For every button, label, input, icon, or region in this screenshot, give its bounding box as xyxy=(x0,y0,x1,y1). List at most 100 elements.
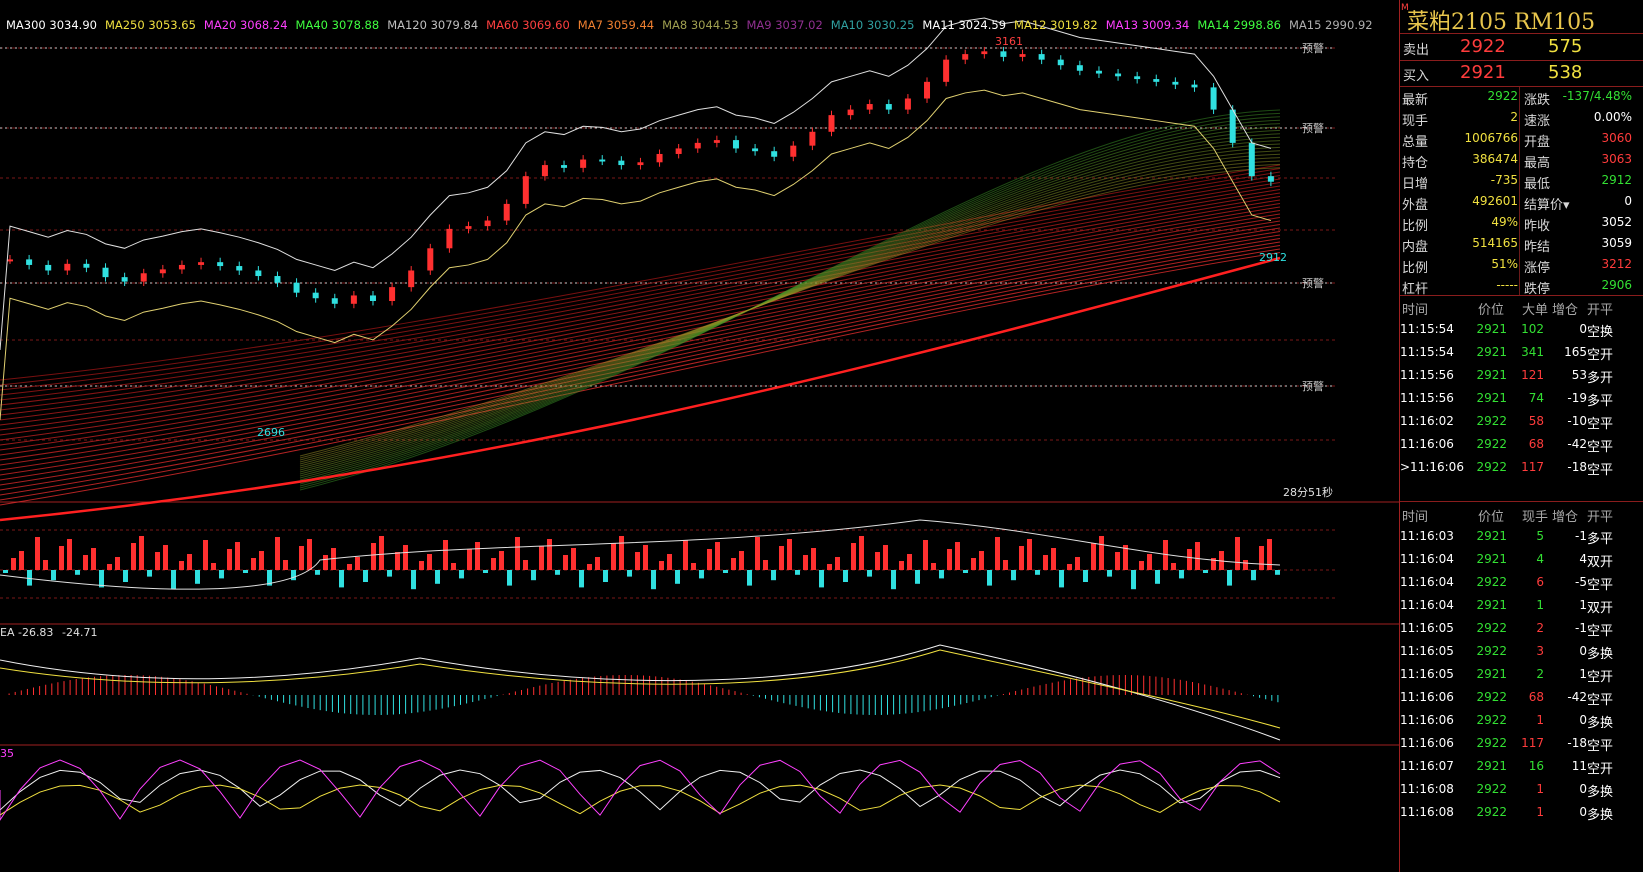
sell-order-row[interactable]: 卖出 2922 575 xyxy=(1400,36,1642,60)
volume-bar xyxy=(155,552,160,570)
low-price-label: 2696 xyxy=(257,426,285,439)
ma-legend-item: MA8 3044.53 xyxy=(662,18,739,32)
volume-bar xyxy=(1243,560,1248,570)
big-trade-row[interactable]: 11:15:56 2921 121 53 多开 xyxy=(1400,365,1643,388)
big-trade-row[interactable]: >11:16:06 2922 117 -18 空平 xyxy=(1400,457,1643,480)
quote-value: 1006766 xyxy=(1464,131,1518,145)
tick-oi-change: 0 xyxy=(1579,782,1587,796)
volume-bar xyxy=(459,570,464,579)
big-trade-oi-change: 165 xyxy=(1564,345,1587,359)
tick-time: 11:16:05 xyxy=(1400,667,1454,681)
tick-row[interactable]: 11:16:05 2922 2 -1 空平 xyxy=(1400,618,1643,641)
volume-bar xyxy=(875,552,880,570)
tick-row[interactable]: 11:16:05 2922 3 0 多换 xyxy=(1400,641,1643,664)
last-low-label: 2912 xyxy=(1259,251,1287,264)
macd-label: EA -26.83 xyxy=(0,626,53,639)
big-trade-volume: 58 xyxy=(1528,414,1544,428)
symbol-title[interactable]: 菜粕2105 RM105 xyxy=(1407,10,1596,35)
candle-body xyxy=(465,226,472,229)
tick-row[interactable]: 11:16:04 2922 6 -5 空平 xyxy=(1400,572,1643,595)
tick-row[interactable]: 11:16:06 2922 68 -42 空平 xyxy=(1400,687,1643,710)
quote-label: 开盘 xyxy=(1524,135,1551,150)
warning-label: 预警 xyxy=(1302,41,1324,55)
big-trade-type: 空平 xyxy=(1587,440,1614,455)
volume-bar xyxy=(315,570,320,575)
tick-price: 2922 xyxy=(1476,690,1507,704)
divider xyxy=(1400,60,1643,61)
quote-row: 最新 2922 涨跌 -137/4.48% xyxy=(1400,88,1642,110)
candle-body xyxy=(599,159,606,162)
volume-bar xyxy=(595,557,600,570)
tick-price: 2922 xyxy=(1476,644,1507,658)
candle-body xyxy=(7,259,13,262)
big-trade-row[interactable]: 11:15:54 2921 102 0 空换 xyxy=(1400,319,1643,342)
volume-bar xyxy=(419,561,424,570)
big-trade-header-time: 时间 xyxy=(1402,303,1429,318)
tick-price: 2921 xyxy=(1476,552,1507,566)
ma-fan-line xyxy=(299,146,1281,469)
big-trade-time: 11:16:02 xyxy=(1400,414,1454,428)
tick-type: 空平 xyxy=(1587,739,1614,754)
quote-value: 386474 xyxy=(1472,152,1518,166)
candle-body xyxy=(312,292,319,299)
tick-row[interactable]: 11:16:04 2921 4 4 双开 xyxy=(1400,549,1643,572)
volume-bar xyxy=(1147,554,1152,570)
candle-body xyxy=(389,287,396,302)
candle-body xyxy=(121,277,128,282)
ma-fan-line xyxy=(299,157,1281,463)
tick-time: 11:16:06 xyxy=(1400,713,1454,727)
buy-volume: 538 xyxy=(1548,62,1583,83)
quote-value: 0.00% xyxy=(1593,110,1632,124)
volume-bar xyxy=(1115,552,1120,570)
candle-body xyxy=(1019,54,1026,57)
tick-row[interactable]: 11:16:08 2922 1 0 多换 xyxy=(1400,779,1643,802)
candle-body xyxy=(904,98,911,110)
candle-body xyxy=(1191,84,1198,88)
tick-type: 多换 xyxy=(1587,647,1614,662)
tick-row[interactable]: 11:16:05 2921 2 1 空开 xyxy=(1400,664,1643,687)
volume-bar xyxy=(515,537,520,570)
ma-fan-line xyxy=(0,248,1281,501)
volume-bar xyxy=(467,549,472,570)
tick-row[interactable]: 11:16:06 2922 1 0 多换 xyxy=(1400,710,1643,733)
tick-oi-change: 11 xyxy=(1571,759,1587,773)
tick-row[interactable]: 11:16:06 2922 117 -18 空平 xyxy=(1400,733,1643,756)
big-trade-row[interactable]: 11:15:56 2921 74 -19 多平 xyxy=(1400,388,1643,411)
ma-fan-line xyxy=(299,150,1281,467)
kline-chart-area[interactable]: 预警 预警 预警 预警 3161 2696 2912 28分51秒 EA -26.83 -24.7… xyxy=(0,0,1399,872)
big-trade-row[interactable]: 11:15:54 2921 341 165 空开 xyxy=(1400,342,1643,365)
volume-bar xyxy=(475,542,480,570)
tick-type: 多换 xyxy=(1587,785,1614,800)
volume-bar xyxy=(27,570,32,586)
tick-row[interactable]: 11:16:04 2921 1 1 双开 xyxy=(1400,595,1643,618)
buy-order-row[interactable]: 买入 2921 538 xyxy=(1400,62,1642,86)
quote-row: 总量 1006766 开盘 3060 xyxy=(1400,130,1642,152)
candle-body xyxy=(1076,65,1083,71)
volume-bar xyxy=(643,545,648,570)
big-trade-oi-change: -18 xyxy=(1567,460,1587,474)
tick-row[interactable]: 11:16:08 2922 1 0 多换 xyxy=(1400,802,1643,825)
volume-bar xyxy=(571,548,576,570)
macd-value: -24.71 xyxy=(62,626,97,639)
quote-value: 2912 xyxy=(1601,173,1632,187)
big-trade-row[interactable]: 11:16:02 2922 58 -10 空平 xyxy=(1400,411,1643,434)
candle-body xyxy=(1172,81,1179,85)
quote-label: 比例 xyxy=(1402,261,1429,276)
big-trade-time: >11:16:06 xyxy=(1400,460,1464,474)
volume-bar xyxy=(739,551,744,570)
quote-label: 内盘 xyxy=(1402,240,1429,255)
volume-bar xyxy=(443,540,448,570)
tick-time: 11:16:08 xyxy=(1400,782,1454,796)
countdown-label: 28分51秒 xyxy=(1283,485,1333,499)
volume-bar xyxy=(371,543,376,570)
quote-row: 杠杆 ----- 跌停 2906 xyxy=(1400,277,1642,299)
tick-row[interactable]: 11:16:07 2921 16 11 空开 xyxy=(1400,756,1643,779)
tick-row[interactable]: 11:16:03 2921 5 -1 多平 xyxy=(1400,526,1643,549)
volume-bar xyxy=(715,542,720,570)
buy-price: 2921 xyxy=(1460,62,1506,83)
ma-fan-line xyxy=(299,140,1281,473)
big-trade-row[interactable]: 11:16:06 2922 68 -42 空平 xyxy=(1400,434,1643,457)
quote-side-panel xyxy=(1399,0,1643,872)
tick-volume: 3 xyxy=(1536,644,1544,658)
